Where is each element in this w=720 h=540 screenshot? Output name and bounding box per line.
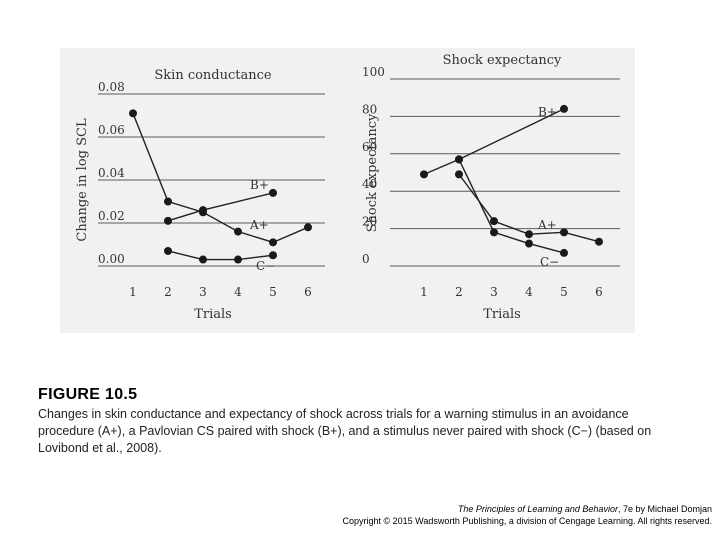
y-tick-label: 0 <box>362 252 370 266</box>
x-tick-label: 4 <box>234 285 242 299</box>
book-title: The Principles of Learning and Behavior <box>457 504 618 514</box>
data-point <box>269 238 277 247</box>
x-tick-label: 1 <box>129 285 137 299</box>
x-tick-label: 3 <box>490 285 498 299</box>
x-tick-label: 5 <box>560 285 568 299</box>
credit-book: The Principles of Learning and Behavior,… <box>458 504 712 514</box>
y-tick-label: 0.00 <box>98 252 125 266</box>
data-point <box>490 228 498 237</box>
book-author: , 7e by Michael Domjan <box>617 504 712 514</box>
data-point <box>525 230 533 239</box>
series-line <box>132 113 309 244</box>
x-tick-label: 5 <box>269 285 277 299</box>
data-point <box>164 216 172 225</box>
data-point <box>420 170 428 179</box>
shock-expectancy-chart: 0 20 40 60 80 100 1 2 3 4 5 6 Shock expectancy Trials… <box>362 53 620 322</box>
chart-title: Shock expectancy <box>443 53 562 68</box>
data-point <box>455 170 463 179</box>
data-point <box>164 197 172 206</box>
series-label: A+ <box>537 218 557 232</box>
data-point <box>525 239 533 248</box>
y-tick-label: 40 <box>362 177 377 191</box>
data-point <box>269 251 277 260</box>
y-tick-label: 0.06 <box>98 123 125 137</box>
x-tick-label: 2 <box>455 285 463 299</box>
y-axis-label: Change in log SCL <box>75 118 90 242</box>
data-point <box>129 109 137 118</box>
series-label: A+ <box>249 218 269 232</box>
data-point <box>560 228 568 237</box>
x-tick-label: 6 <box>595 285 603 299</box>
data-point <box>560 104 568 113</box>
series-label: B+ <box>538 105 557 119</box>
figure-title: FIGURE 10.5 <box>38 386 138 403</box>
data-point <box>455 155 463 164</box>
x-axis-label: Trials <box>194 307 232 322</box>
skin-conductance-chart: 0.00 0.02 0.04 0.06 0.08 1 2 3 4 5 6 Skin conductan… <box>75 68 325 322</box>
x-tick-label: 6 <box>304 285 312 299</box>
series-label: C− <box>256 259 275 273</box>
figure-panel-background <box>60 48 635 333</box>
y-tick-label: 100 <box>362 65 385 79</box>
series-line <box>167 250 274 261</box>
y-axis-label: Shock expectancy <box>365 113 380 232</box>
y-tick-label: 0.08 <box>98 80 125 94</box>
data-point <box>490 217 498 226</box>
x-axis-label: Trials <box>483 307 521 322</box>
series-label: B+ <box>250 178 269 192</box>
data-point <box>560 248 568 257</box>
data-point <box>199 255 207 264</box>
series-label: C− <box>540 255 559 269</box>
credit-copyright: Copyright © 2015 Wadsworth Publishing, a… <box>342 516 712 526</box>
data-point <box>595 237 603 246</box>
data-point <box>234 227 242 236</box>
data-point <box>199 206 207 215</box>
y-tick-label: 0.04 <box>98 166 125 180</box>
data-point <box>304 223 312 232</box>
data-point <box>234 255 242 264</box>
data-point <box>164 246 172 255</box>
y-tick-label: 20 <box>362 215 377 229</box>
chart-title: Skin conductance <box>154 68 272 83</box>
y-tick-label: 0.02 <box>98 209 125 223</box>
y-tick-label: 80 <box>362 102 377 116</box>
x-tick-label: 1 <box>420 285 428 299</box>
x-tick-label: 2 <box>164 285 172 299</box>
y-tick-label: 60 <box>362 140 377 154</box>
series-line <box>458 159 565 254</box>
x-tick-label: 3 <box>199 285 207 299</box>
data-point <box>269 188 277 197</box>
x-tick-label: 4 <box>525 285 533 299</box>
figure-caption: Changes in skin conductance and expectan… <box>38 407 652 455</box>
